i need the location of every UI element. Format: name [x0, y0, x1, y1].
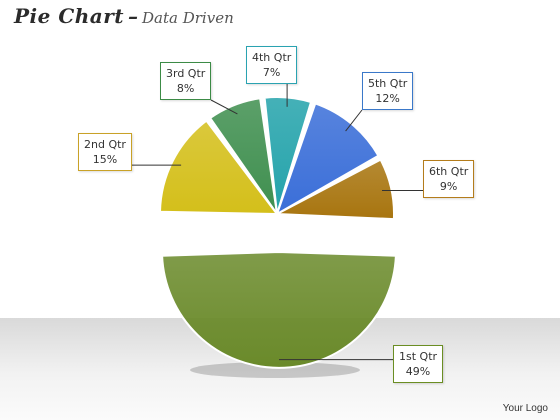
callout-label: 3rd Qtr — [166, 67, 206, 80]
title-subtitle: Data Driven — [142, 9, 234, 27]
callout-label: 4th Qtr — [252, 51, 292, 64]
callout-value: 12% — [375, 92, 400, 105]
callout-value: 8% — [176, 82, 195, 95]
callout-label: 2nd Qtr — [84, 138, 126, 151]
pie-slice-6th-qtr — [273, 158, 395, 221]
pie-slice-1st-qtr — [161, 250, 397, 369]
callout-value: 15% — [92, 153, 118, 166]
pie-slice-4th-qtr — [263, 96, 313, 215]
pie-shadow — [190, 362, 360, 378]
title-separator: – — [128, 4, 139, 28]
callout-1st-qtr: 1st Qtr 49% — [393, 345, 444, 383]
callout-3rd-qtr: 3rd Qtr 8% — [160, 62, 212, 100]
callout-4th-qtr: 4th Qtr 7% — [246, 46, 298, 84]
pie-slice-3rd-qtr — [208, 97, 278, 215]
callout-label: 1st Qtr — [399, 350, 438, 363]
callout-value: 9% — [439, 180, 458, 193]
callout-6th-qtr: 6th Qtr 9% — [423, 160, 475, 198]
page-title: Pie Chart – Data Driven — [14, 4, 234, 28]
callout-value: 49% — [405, 365, 431, 378]
callout-5th-qtr: 5th Qtr 12% — [362, 72, 414, 110]
leader-line-5th-qtr — [345, 109, 363, 132]
leader-line-3rd-qtr — [210, 99, 238, 115]
logo-text: Your Logo — [502, 403, 548, 414]
callout-2nd-qtr: 2nd Qtr 15% — [78, 133, 132, 171]
pie-slice-2nd-qtr — [158, 119, 280, 216]
title-main: Pie Chart — [14, 4, 125, 28]
callout-label: 6th Qtr — [429, 165, 469, 178]
callout-value: 7% — [262, 66, 281, 79]
callout-label: 5th Qtr — [368, 77, 408, 90]
